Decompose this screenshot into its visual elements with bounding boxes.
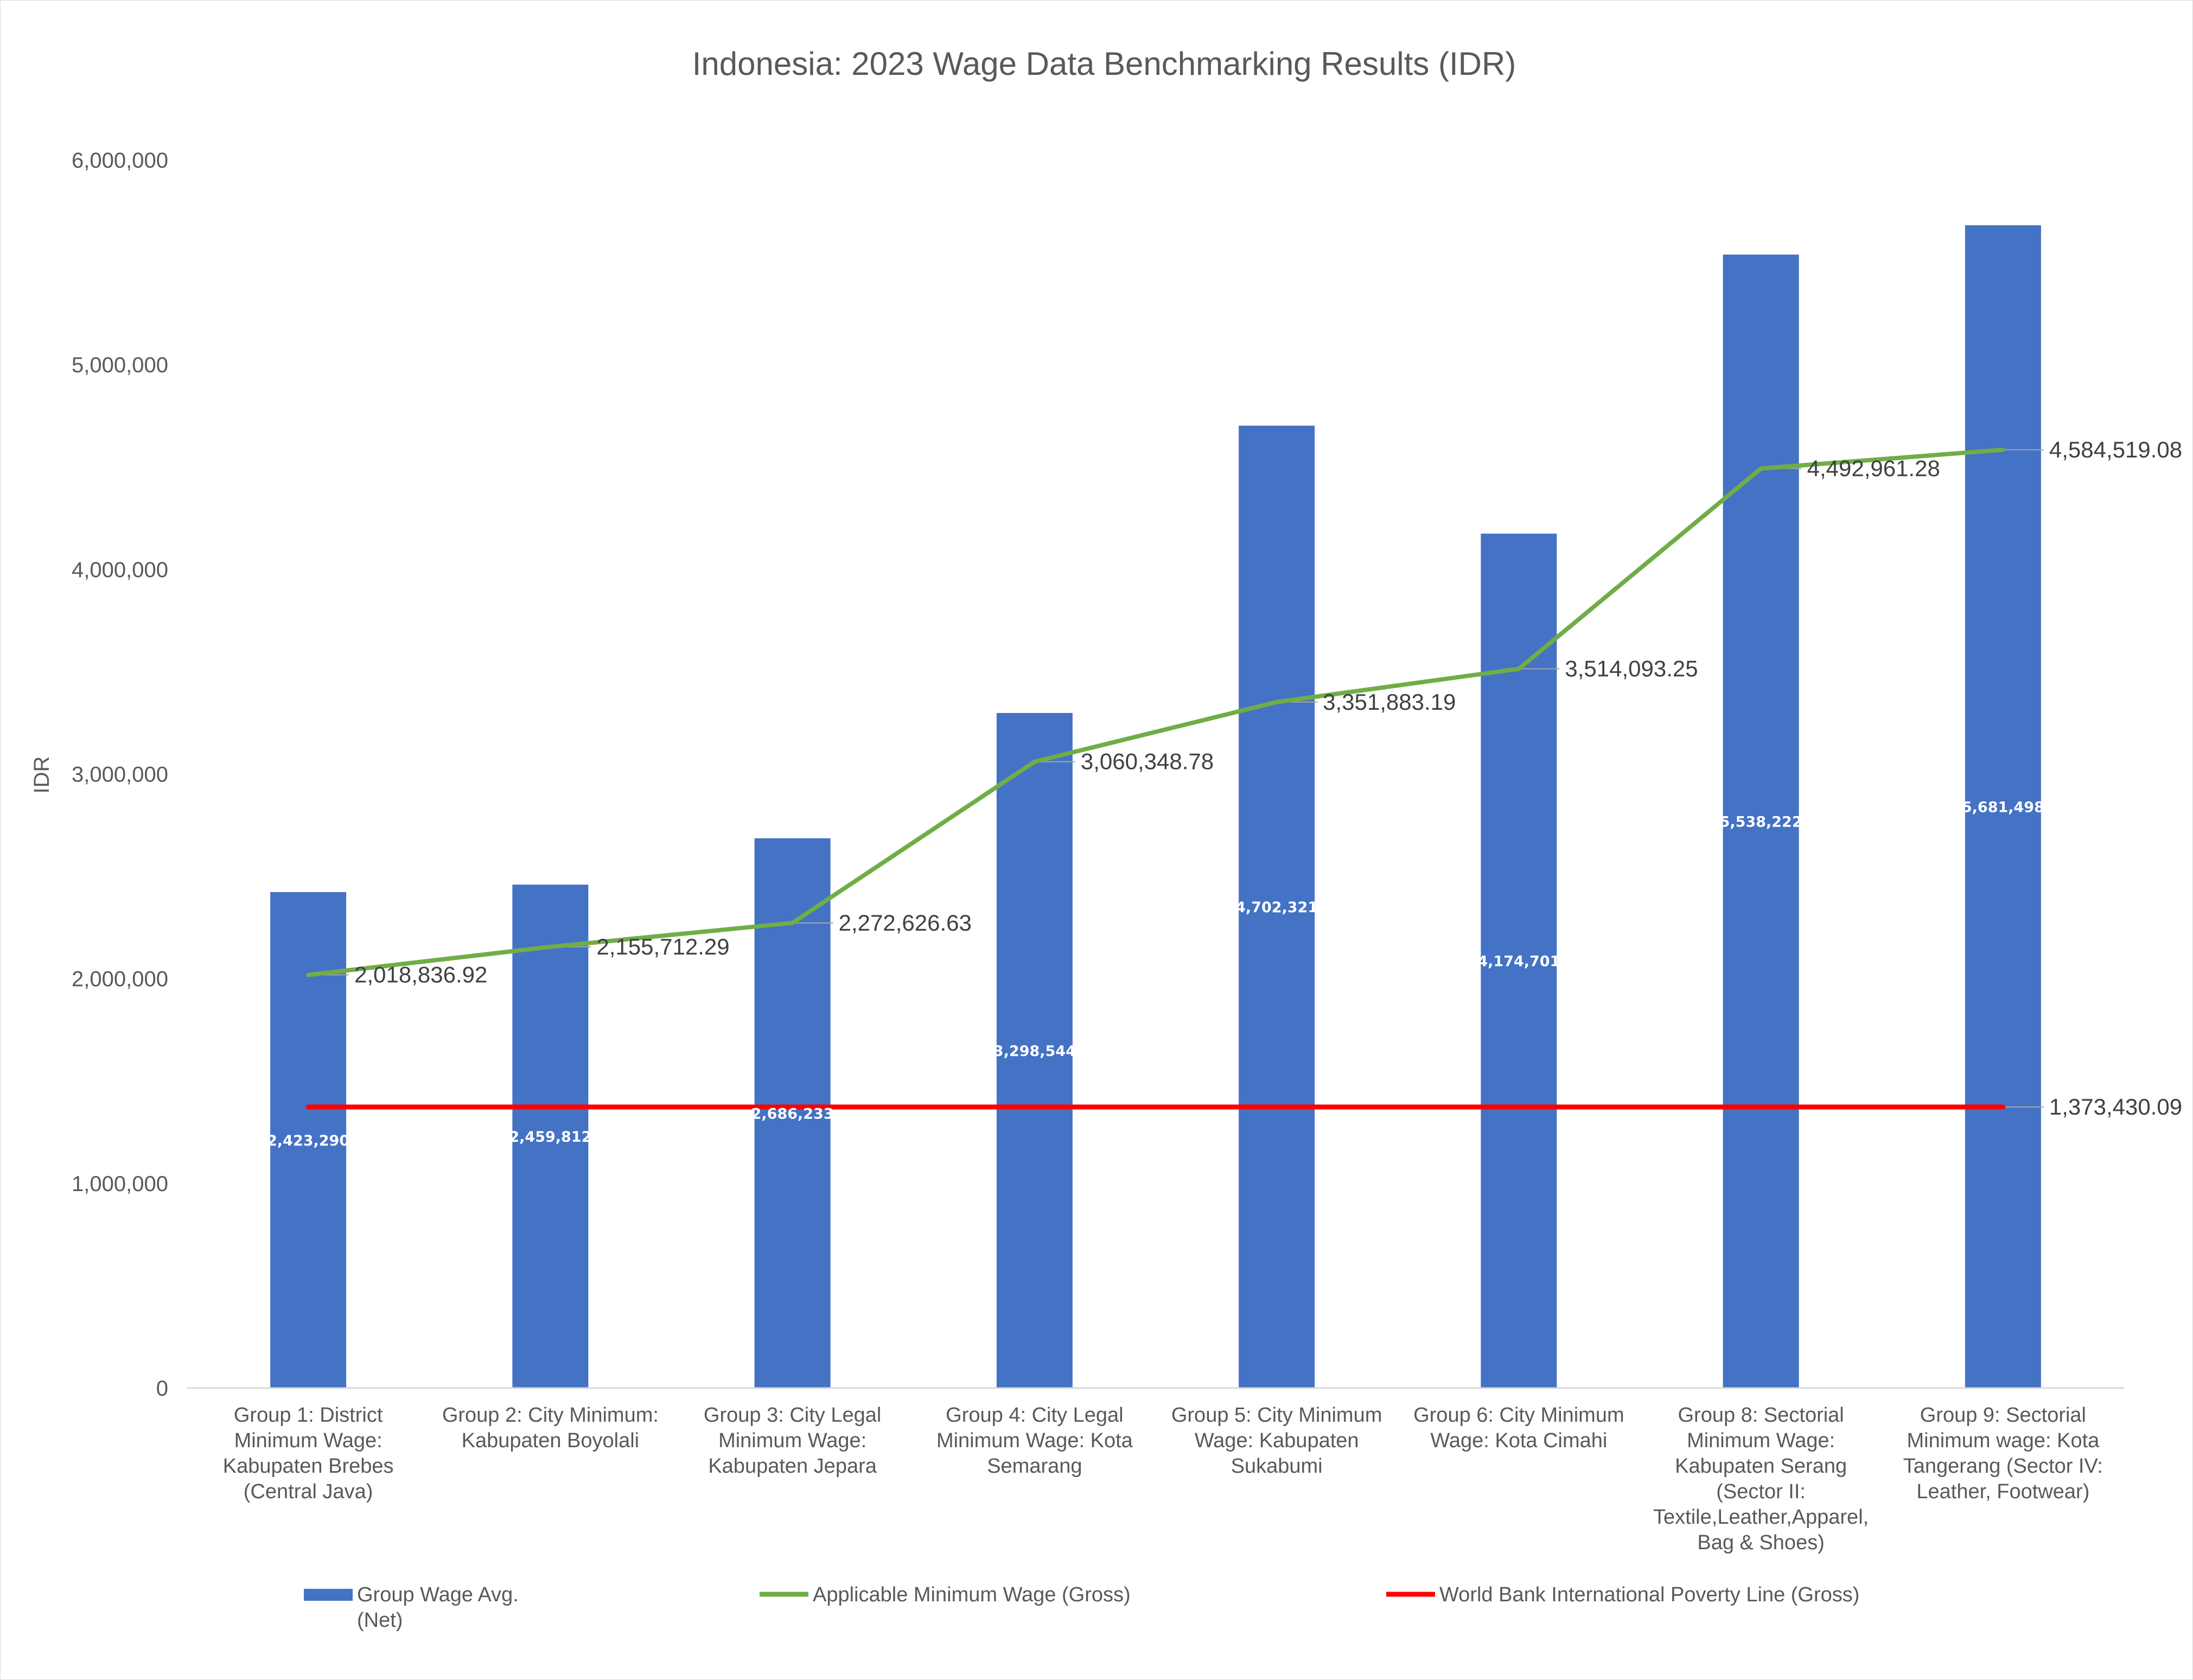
line-value-label: 4,492,961.28 <box>1807 455 1940 481</box>
y-tick-label: 5,000,000 <box>72 353 168 377</box>
y-tick-label: 0 <box>156 1377 168 1401</box>
bar-value-label: 4,702,321 <box>1235 899 1318 916</box>
line-series <box>305 447 2006 1110</box>
wage-bar <box>1965 225 2041 1388</box>
legend-swatch-bar <box>304 1589 353 1601</box>
wage-bar <box>512 884 589 1388</box>
bar-data-labels: 2,423,290 2,459,812 2,686,233 3,298,544 4,70… <box>267 799 2044 1149</box>
bar-value-label: 5,681,498 <box>1962 799 2044 816</box>
y-tick-label: 4,000,000 <box>72 558 168 582</box>
y-tick-label: 3,000,000 <box>72 763 168 787</box>
line-value-label: 2,155,712.29 <box>596 934 729 959</box>
bar-value-label: 2,423,290 <box>267 1132 349 1149</box>
minimum-wage-line <box>306 447 2005 977</box>
y-tick-label: 6,000,000 <box>72 149 168 173</box>
chart-title: Indonesia: 2023 Wage Data Benchmarking R… <box>692 46 1516 82</box>
legend-label: Group Wage Avg. (Net) <box>357 1583 519 1632</box>
bar-value-label: 3,298,544 <box>993 1043 1076 1060</box>
x-category-label: Group 1: District Minimum Wage: Kabupaten … <box>223 1404 394 1503</box>
x-category-label: Group 9: Sectorial Minimum wage: Kota Tang… <box>1903 1404 2103 1503</box>
bar-value-label: 4,174,701 <box>1477 953 1560 970</box>
line-value-label: 3,351,883.19 <box>1323 689 1456 715</box>
bar-value-label: 2,459,812 <box>509 1129 591 1146</box>
y-tick-label: 1,000,000 <box>72 1172 168 1196</box>
line-value-label: 3,060,348.78 <box>1081 749 1214 774</box>
x-category-label: Group 5: City Minimum Wage: Kabupaten Suka… <box>1171 1404 1382 1478</box>
wage-bar <box>996 712 1073 1388</box>
wage-bar <box>1723 254 1799 1389</box>
line-value-label: 2,272,626.63 <box>839 910 972 936</box>
x-category-label: Group 3: City Legal Minimum Wage: Kabupate… <box>704 1404 881 1478</box>
line-value-label: 4,584,519.08 <box>2049 437 2182 462</box>
legend: Group Wage Avg. (Net) Applicable Minimum W… <box>304 1583 1859 1632</box>
x-category-label: Group 8: Sectorial Minimum Wage: Kabupaten… <box>1653 1404 1869 1554</box>
y-axis-label: IDR <box>30 756 54 794</box>
bar-value-label: 2,686,233 <box>751 1105 834 1122</box>
legend-label: Applicable Minimum Wage (Gross) <box>813 1583 1131 1606</box>
line-value-label: 1,373,430.09 <box>2049 1094 2182 1119</box>
wage-bar <box>1481 533 1557 1389</box>
line-value-label: 3,514,093.25 <box>1565 656 1698 682</box>
y-axis-ticks: 0 1,000,000 2,000,000 3,000,000 4,000,000 5,0… <box>72 149 168 1401</box>
line-data-labels: 2,018,836.92 2,155,712.29 2,272,626.63 3,06… <box>354 437 2182 1119</box>
x-axis-categories: Group 1: District Minimum Wage: Kabupaten … <box>223 1404 2103 1554</box>
line-value-label: 2,018,836.92 <box>354 962 487 988</box>
x-category-label: Group 2: City Minimum: Kabupaten Boyolali <box>442 1404 659 1452</box>
x-category-label: Group 4: City Legal Minimum Wage: Kota Sem… <box>936 1404 1133 1478</box>
wage-bar <box>754 838 831 1388</box>
bar-value-label: 5,538,222 <box>1720 814 1802 831</box>
wage-bar <box>1239 425 1315 1388</box>
y-tick-label: 2,000,000 <box>72 968 168 991</box>
x-category-label: Group 6: City Minimum Wage: Kota Cimahi <box>1413 1404 1624 1452</box>
legend-label: World Bank International Poverty Line (G… <box>1439 1583 1859 1606</box>
bar-series <box>270 225 2041 1389</box>
